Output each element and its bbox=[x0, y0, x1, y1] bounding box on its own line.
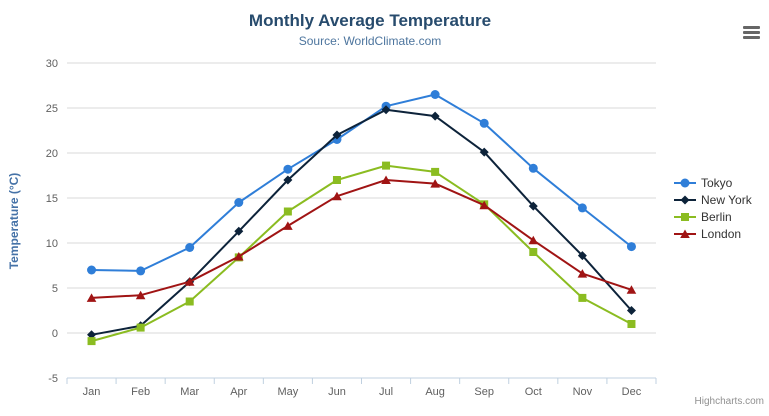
x-axis-label-jun: Jun bbox=[328, 386, 346, 398]
series-tokyo bbox=[87, 90, 636, 276]
marker-tokyo-apr[interactable] bbox=[234, 198, 244, 207]
legend-item-berlin[interactable]: Berlin bbox=[674, 208, 752, 225]
marker-new-york-jun[interactable] bbox=[332, 130, 342, 140]
series-new-york bbox=[87, 105, 636, 340]
x-axis-label-dec: Dec bbox=[622, 386, 642, 398]
marker-london-mar[interactable] bbox=[184, 277, 195, 286]
y-axis-label: -5 bbox=[48, 373, 58, 385]
legend-label: London bbox=[701, 226, 742, 241]
y-axis-label: 0 bbox=[52, 328, 58, 340]
series-line-london bbox=[91, 179, 632, 299]
legend-item-new-york[interactable]: New York bbox=[674, 191, 752, 208]
marker-london-jul[interactable] bbox=[381, 175, 391, 185]
legend-marker-tokyo[interactable] bbox=[680, 178, 690, 187]
legend-symbol-square-icon bbox=[674, 212, 696, 221]
hamburger-menu-icon[interactable] bbox=[743, 26, 760, 39]
x-axis-label-apr: Apr bbox=[230, 386, 247, 398]
marker-berlin-oct[interactable] bbox=[529, 248, 538, 256]
x-axis-label-oct: Oct bbox=[525, 386, 542, 398]
marker-berlin-nov[interactable] bbox=[578, 293, 587, 302]
marker-tokyo-nov[interactable] bbox=[577, 203, 587, 213]
legend: Tokyo New York Berlin London bbox=[674, 174, 752, 242]
marker-berlin-jan[interactable] bbox=[87, 337, 96, 346]
marker-london-may[interactable] bbox=[283, 221, 293, 230]
marker-new-york-nov[interactable] bbox=[577, 251, 587, 261]
marker-berlin-may[interactable] bbox=[283, 207, 292, 216]
marker-new-york-oct[interactable] bbox=[528, 201, 538, 211]
x-axis-label-feb: Feb bbox=[131, 386, 150, 398]
marker-new-york-jan[interactable] bbox=[87, 330, 97, 340]
marker-london-dec[interactable] bbox=[626, 285, 637, 294]
marker-new-york-may[interactable] bbox=[283, 175, 293, 185]
legend-marker-new-york[interactable] bbox=[680, 195, 690, 204]
series-line-new-york bbox=[91, 108, 633, 336]
marker-tokyo-feb[interactable] bbox=[136, 266, 146, 276]
marker-london-aug[interactable] bbox=[430, 179, 440, 188]
y-axis-label: 20 bbox=[46, 148, 58, 160]
marker-berlin-jul[interactable] bbox=[382, 161, 391, 170]
y-axis-label: 15 bbox=[46, 193, 58, 205]
legend-item-tokyo[interactable]: Tokyo bbox=[674, 174, 752, 191]
marker-tokyo-may[interactable] bbox=[283, 164, 293, 174]
y-axis-label: 5 bbox=[52, 283, 58, 295]
marker-new-york-apr[interactable] bbox=[234, 226, 244, 236]
x-axis-label-sep: Sep bbox=[474, 386, 494, 398]
marker-london-oct[interactable] bbox=[528, 235, 539, 245]
marker-tokyo-dec[interactable] bbox=[626, 242, 636, 252]
marker-berlin-aug[interactable] bbox=[431, 167, 440, 176]
marker-berlin-dec[interactable] bbox=[627, 320, 636, 328]
marker-london-sep[interactable] bbox=[479, 200, 490, 210]
marker-berlin-feb[interactable] bbox=[136, 323, 145, 332]
marker-berlin-jun[interactable] bbox=[332, 176, 341, 184]
legend-symbol-diamond-icon bbox=[674, 195, 696, 204]
y-axis-label: 25 bbox=[46, 103, 58, 115]
marker-london-apr[interactable] bbox=[233, 252, 244, 261]
marker-new-york-aug[interactable] bbox=[430, 111, 440, 121]
marker-tokyo-oct[interactable] bbox=[528, 163, 538, 173]
marker-tokyo-aug[interactable] bbox=[430, 90, 440, 99]
y-axis-label: 10 bbox=[46, 238, 58, 250]
legend-label: Berlin bbox=[701, 209, 732, 224]
marker-berlin-mar[interactable] bbox=[185, 297, 194, 306]
marker-london-feb[interactable] bbox=[135, 290, 146, 300]
series-london bbox=[86, 175, 637, 302]
marker-new-york-sep[interactable] bbox=[479, 147, 489, 157]
x-axis-label-nov: Nov bbox=[573, 386, 593, 398]
legend-marker-berlin[interactable] bbox=[681, 212, 689, 221]
marker-london-jan[interactable] bbox=[86, 293, 97, 302]
marker-london-jun[interactable] bbox=[332, 191, 342, 201]
marker-new-york-jul[interactable] bbox=[381, 105, 391, 115]
x-axis-label-aug: Aug bbox=[425, 386, 445, 398]
legend-label: Tokyo bbox=[701, 175, 733, 190]
legend-symbol-triangle-icon bbox=[674, 229, 696, 238]
legend-item-london[interactable]: London bbox=[674, 225, 752, 242]
series-line-berlin bbox=[91, 164, 632, 343]
legend-label: New York bbox=[701, 192, 752, 207]
x-axis-label-mar: Mar bbox=[180, 386, 199, 398]
credits-link[interactable]: Highcharts.com bbox=[694, 396, 764, 407]
chart-title: Monthly Average Temperature bbox=[248, 11, 492, 30]
marker-london-nov[interactable] bbox=[577, 269, 588, 278]
x-axis-label-jul: Jul bbox=[379, 386, 393, 398]
y-axis-label: 30 bbox=[46, 58, 58, 70]
series-line-tokyo bbox=[91, 93, 633, 272]
chart-subtitle: Source: WorldClimate.com bbox=[298, 34, 442, 48]
x-axis-label-may: May bbox=[277, 386, 298, 398]
x-axis-label-jan: Jan bbox=[83, 386, 101, 398]
marker-tokyo-jan[interactable] bbox=[87, 265, 97, 275]
marker-tokyo-mar[interactable] bbox=[185, 243, 195, 252]
marker-new-york-dec[interactable] bbox=[626, 306, 636, 315]
marker-tokyo-sep[interactable] bbox=[479, 118, 489, 128]
legend-marker-london[interactable] bbox=[680, 229, 690, 238]
legend-symbol-circle-icon bbox=[674, 178, 696, 187]
